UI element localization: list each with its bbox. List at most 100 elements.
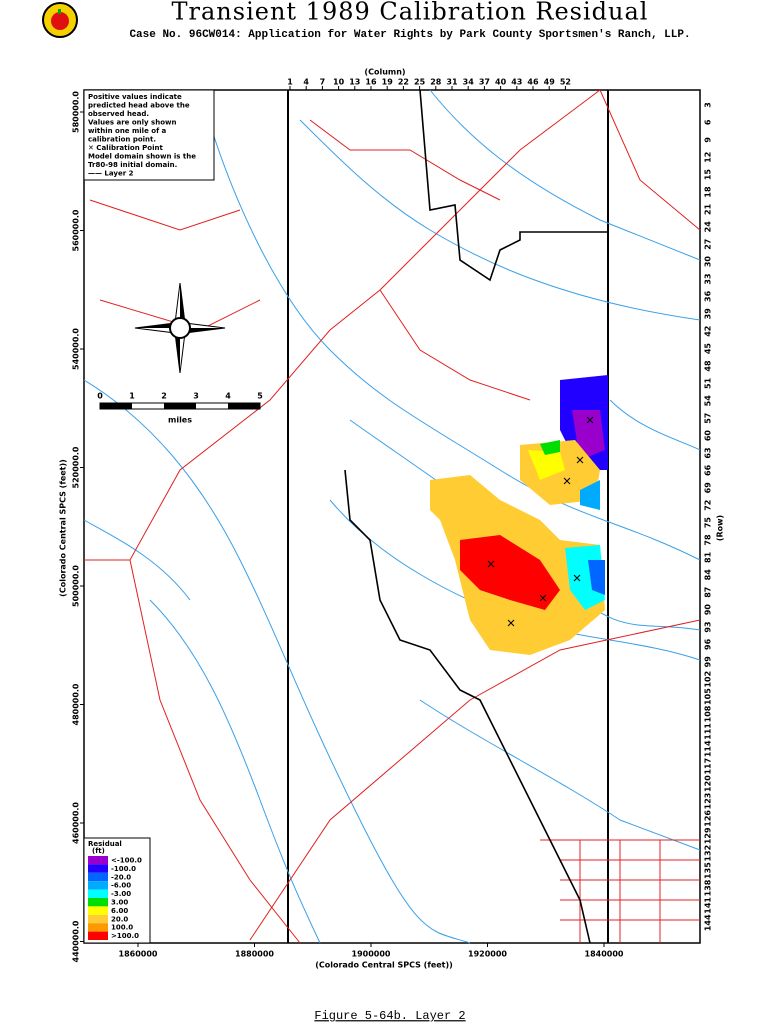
note-line: Values are only shown xyxy=(88,119,176,127)
column-label: 22 xyxy=(398,78,409,87)
y-tick-label: 580000.0 xyxy=(72,91,81,133)
y-tick-label: 500000.0 xyxy=(72,565,81,607)
x-tick-label: 1920000 xyxy=(468,950,507,959)
legend: Residual(ft) <-100.0-100.0-20.0-6.00-3.00… xyxy=(88,840,142,940)
row-label: 21 xyxy=(704,203,713,215)
scale-label: 0 xyxy=(97,392,103,401)
row-label: 24 xyxy=(704,221,713,233)
row-label: 114 xyxy=(704,740,713,757)
note-line: ✕ Calibration Point xyxy=(88,144,163,152)
column-label: 34 xyxy=(463,78,475,87)
row-label: 72 xyxy=(704,500,713,511)
compass xyxy=(134,282,226,374)
row-label: 57 xyxy=(704,413,713,424)
row-label: 135 xyxy=(704,862,713,879)
row-label: 63 xyxy=(704,447,713,458)
row-label: 132 xyxy=(704,845,713,862)
column-label: 52 xyxy=(560,78,571,87)
legend-label: -100.0 xyxy=(111,865,136,873)
note-line: within one mile of a xyxy=(88,127,167,135)
legend-label: -3.00 xyxy=(111,890,131,898)
legend-swatch xyxy=(88,856,108,865)
row-label: 105 xyxy=(704,688,713,705)
domain-boundary xyxy=(344,89,608,944)
scale-label: 5 xyxy=(257,392,263,401)
column-label: 13 xyxy=(349,78,360,87)
scale-label: 4 xyxy=(225,392,231,401)
row-label: 84 xyxy=(704,569,713,581)
column-label: 16 xyxy=(365,78,377,87)
row-label: 51 xyxy=(704,377,713,389)
row-label: 33 xyxy=(704,273,713,284)
column-label: 25 xyxy=(414,78,426,87)
legend-label: >100.0 xyxy=(111,932,139,940)
row-label: 99 xyxy=(704,656,713,668)
scale-bar: 0 1 2 3 4 5 miles xyxy=(97,392,263,425)
row-label: 6 xyxy=(704,119,713,125)
row-label: 96 xyxy=(704,638,713,650)
legend-label: 20.0 xyxy=(111,915,128,923)
y-axis-label: (Colorado Central SPCS (feet)) xyxy=(59,459,68,597)
row-label: 12 xyxy=(704,152,713,163)
legend-swatch xyxy=(88,931,108,940)
calibration-points xyxy=(487,416,594,627)
scale-unit: miles xyxy=(168,416,192,425)
legend-title: Residual xyxy=(88,840,122,848)
note-line: calibration point. xyxy=(88,136,156,144)
legend-swatch xyxy=(88,881,108,890)
row-label: 111 xyxy=(704,723,713,740)
legend-swatch xyxy=(88,872,108,882)
y-tick-label: 480000.0 xyxy=(72,683,81,725)
column-label: 28 xyxy=(430,78,442,87)
note-line: Model domain shown is the xyxy=(88,153,196,161)
note-line: observed head. xyxy=(88,110,149,118)
legend-label: -20.0 xyxy=(111,873,131,881)
legend-label: 3.00 xyxy=(111,899,128,907)
y-tick-label: 540000.0 xyxy=(72,328,81,370)
column-axis-label: (Column) xyxy=(364,68,405,77)
row-label: 108 xyxy=(704,705,713,722)
legend-swatch xyxy=(88,914,108,924)
note-line: —— Layer 2 xyxy=(88,170,134,178)
column-label: 1 xyxy=(287,78,293,87)
row-label: 90 xyxy=(704,604,713,616)
row-label: 123 xyxy=(704,793,713,810)
row-axis-label: (Row) xyxy=(716,515,725,541)
column-label: 19 xyxy=(382,78,394,87)
legend-swatch xyxy=(88,889,108,898)
column-label: 7 xyxy=(320,78,326,87)
row-label: 54 xyxy=(704,395,713,407)
logo xyxy=(42,2,78,38)
row-label: 9 xyxy=(704,137,713,143)
title: Transient 1989 Calibration Residual xyxy=(172,0,649,26)
note-line: Tr80-98 initial domain. xyxy=(88,161,177,169)
column-label: 40 xyxy=(495,78,507,87)
row-label: 126 xyxy=(704,810,713,827)
row-label: 39 xyxy=(704,308,713,320)
row-label: 66 xyxy=(704,464,713,476)
column-label: 10 xyxy=(333,78,345,87)
x-tick-label: 1900000 xyxy=(352,950,391,959)
row-label: 120 xyxy=(704,775,713,792)
row-label: 129 xyxy=(704,827,713,844)
row-label: 3 xyxy=(704,102,713,108)
residual-zones xyxy=(430,375,608,655)
row-label: 27 xyxy=(704,239,713,250)
x-axis-label: (Colorado Central SPCS (feet)) xyxy=(315,961,453,970)
row-label: 141 xyxy=(704,897,713,914)
y-tick-label: 440000.0 xyxy=(72,920,81,962)
subtitle: Case No. 96CW014: Application for Water … xyxy=(129,29,690,41)
row-label: 102 xyxy=(704,671,713,688)
row-label: 18 xyxy=(704,186,713,198)
legend-swatch xyxy=(88,898,108,907)
legend-label: <-100.0 xyxy=(111,857,142,865)
row-label: 138 xyxy=(704,879,713,896)
notes-box xyxy=(83,89,215,181)
row-label: 78 xyxy=(704,534,713,546)
column-label: 43 xyxy=(511,78,522,87)
row-label: 42 xyxy=(704,326,713,337)
legend-label: 100.0 xyxy=(111,924,133,932)
x-tick-label: 1860000 xyxy=(119,950,158,959)
